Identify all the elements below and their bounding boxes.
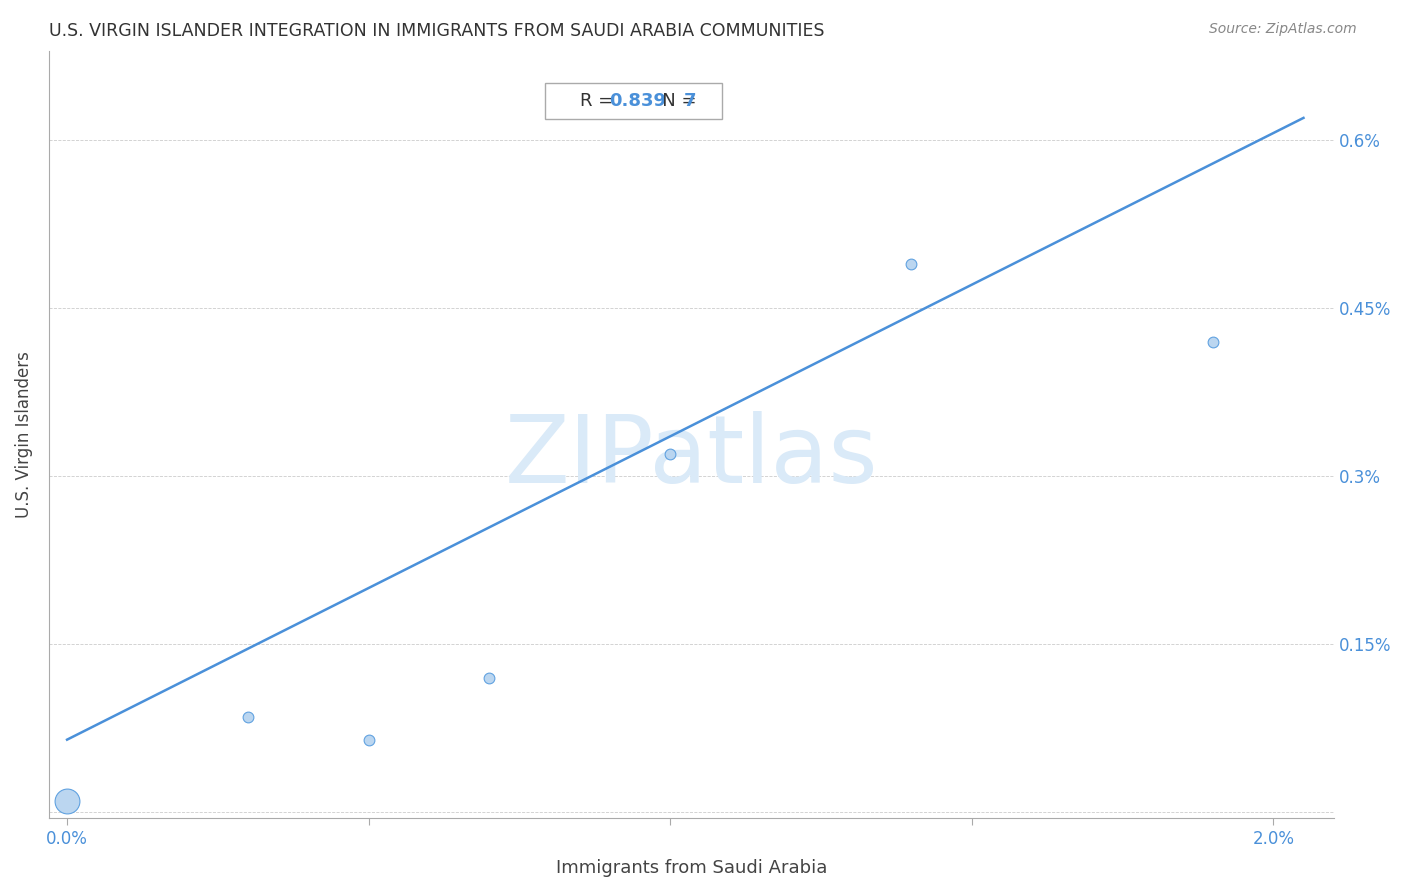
Text: 0.839: 0.839 <box>609 92 666 110</box>
Text: N =: N = <box>645 92 703 110</box>
X-axis label: Immigrants from Saudi Arabia: Immigrants from Saudi Arabia <box>555 859 827 877</box>
Text: R =: R = <box>579 92 619 110</box>
Text: Source: ZipAtlas.com: Source: ZipAtlas.com <box>1209 22 1357 37</box>
Point <box>357 732 380 747</box>
Text: U.S. VIRGIN ISLANDER INTEGRATION IN IMMIGRANTS FROM SAUDI ARABIA COMMUNITIES: U.S. VIRGIN ISLANDER INTEGRATION IN IMMI… <box>49 22 825 40</box>
Point <box>900 256 922 270</box>
Text: ZIPatlas: ZIPatlas <box>505 411 879 503</box>
Text: R = 0.839   N = 7: R = 0.839 N = 7 <box>554 92 713 110</box>
Point <box>478 671 501 685</box>
Y-axis label: U.S. Virgin Islanders: U.S. Virgin Islanders <box>15 351 32 518</box>
Point <box>659 447 682 461</box>
Text: 7: 7 <box>683 92 696 110</box>
Point <box>236 710 259 724</box>
Point <box>56 794 79 808</box>
Point <box>1202 334 1225 349</box>
